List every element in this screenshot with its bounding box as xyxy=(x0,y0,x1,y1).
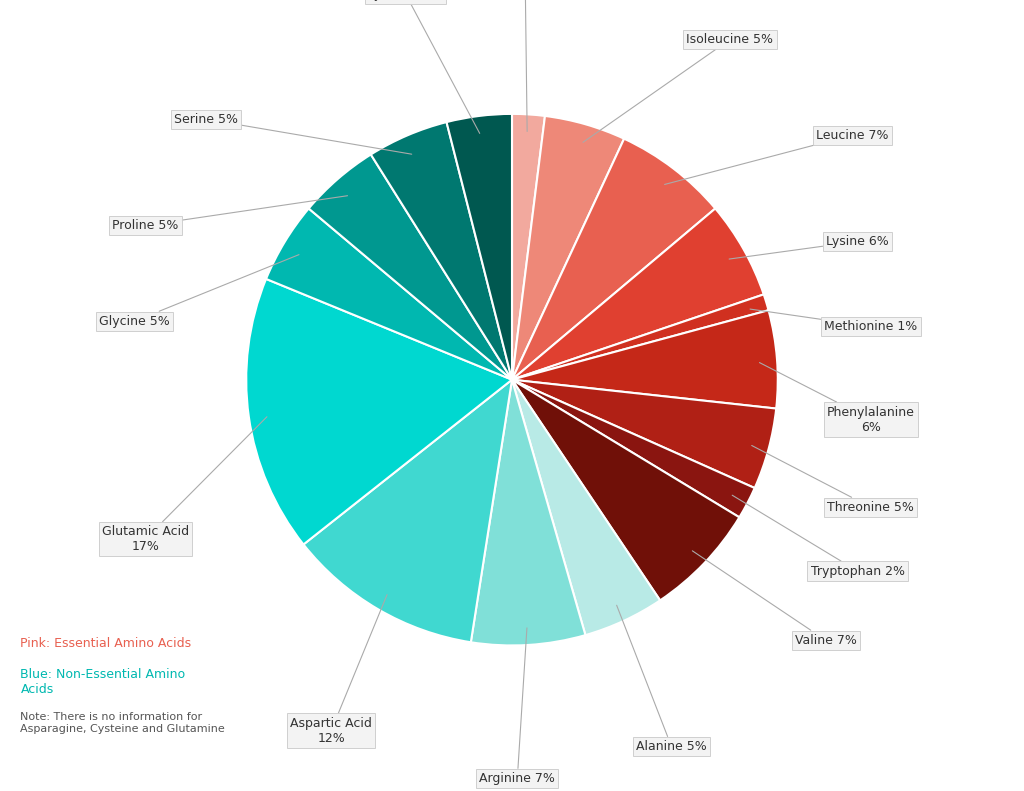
Wedge shape xyxy=(512,380,660,635)
Wedge shape xyxy=(471,380,586,645)
Text: Leucine 7%: Leucine 7% xyxy=(665,129,889,184)
Text: Note: There is no information for
Asparagine, Cysteine and Glutamine: Note: There is no information for Aspara… xyxy=(20,712,225,733)
Text: Aspartic Acid
12%: Aspartic Acid 12% xyxy=(291,595,387,744)
Text: Histidine 2 %: Histidine 2 % xyxy=(484,0,566,131)
Wedge shape xyxy=(446,114,512,380)
Wedge shape xyxy=(512,380,755,517)
Wedge shape xyxy=(512,380,739,600)
Text: Tyrosine 4%: Tyrosine 4% xyxy=(368,0,479,134)
Text: Phenylalanine
6%: Phenylalanine 6% xyxy=(760,362,914,433)
Text: Blue: Non-Essential Amino
Acids: Blue: Non-Essential Amino Acids xyxy=(20,668,185,696)
Text: Threonine 5%: Threonine 5% xyxy=(752,445,914,513)
Wedge shape xyxy=(512,114,545,380)
Wedge shape xyxy=(512,116,624,380)
Text: Pink: Essential Amino Acids: Pink: Essential Amino Acids xyxy=(20,637,191,649)
Wedge shape xyxy=(512,380,776,488)
Text: Tryptophan 2%: Tryptophan 2% xyxy=(732,495,904,577)
Wedge shape xyxy=(308,154,512,380)
Wedge shape xyxy=(371,122,512,380)
Text: Arginine 7%: Arginine 7% xyxy=(479,628,555,785)
Text: Isoleucine 5%: Isoleucine 5% xyxy=(583,33,773,142)
Text: Proline 5%: Proline 5% xyxy=(112,195,347,232)
Text: Methionine 1%: Methionine 1% xyxy=(750,309,918,333)
Wedge shape xyxy=(512,310,778,409)
Wedge shape xyxy=(303,380,512,642)
Wedge shape xyxy=(512,138,716,380)
Wedge shape xyxy=(266,209,512,380)
Text: Glutamic Acid
17%: Glutamic Acid 17% xyxy=(101,417,267,553)
Text: Glycine 5%: Glycine 5% xyxy=(99,255,299,327)
Text: Serine 5%: Serine 5% xyxy=(174,113,412,154)
Wedge shape xyxy=(512,209,764,380)
Text: Lysine 6%: Lysine 6% xyxy=(729,235,889,259)
Wedge shape xyxy=(246,279,512,544)
Wedge shape xyxy=(512,294,769,380)
Text: Alanine 5%: Alanine 5% xyxy=(616,605,707,753)
Text: Valine 7%: Valine 7% xyxy=(692,551,856,646)
